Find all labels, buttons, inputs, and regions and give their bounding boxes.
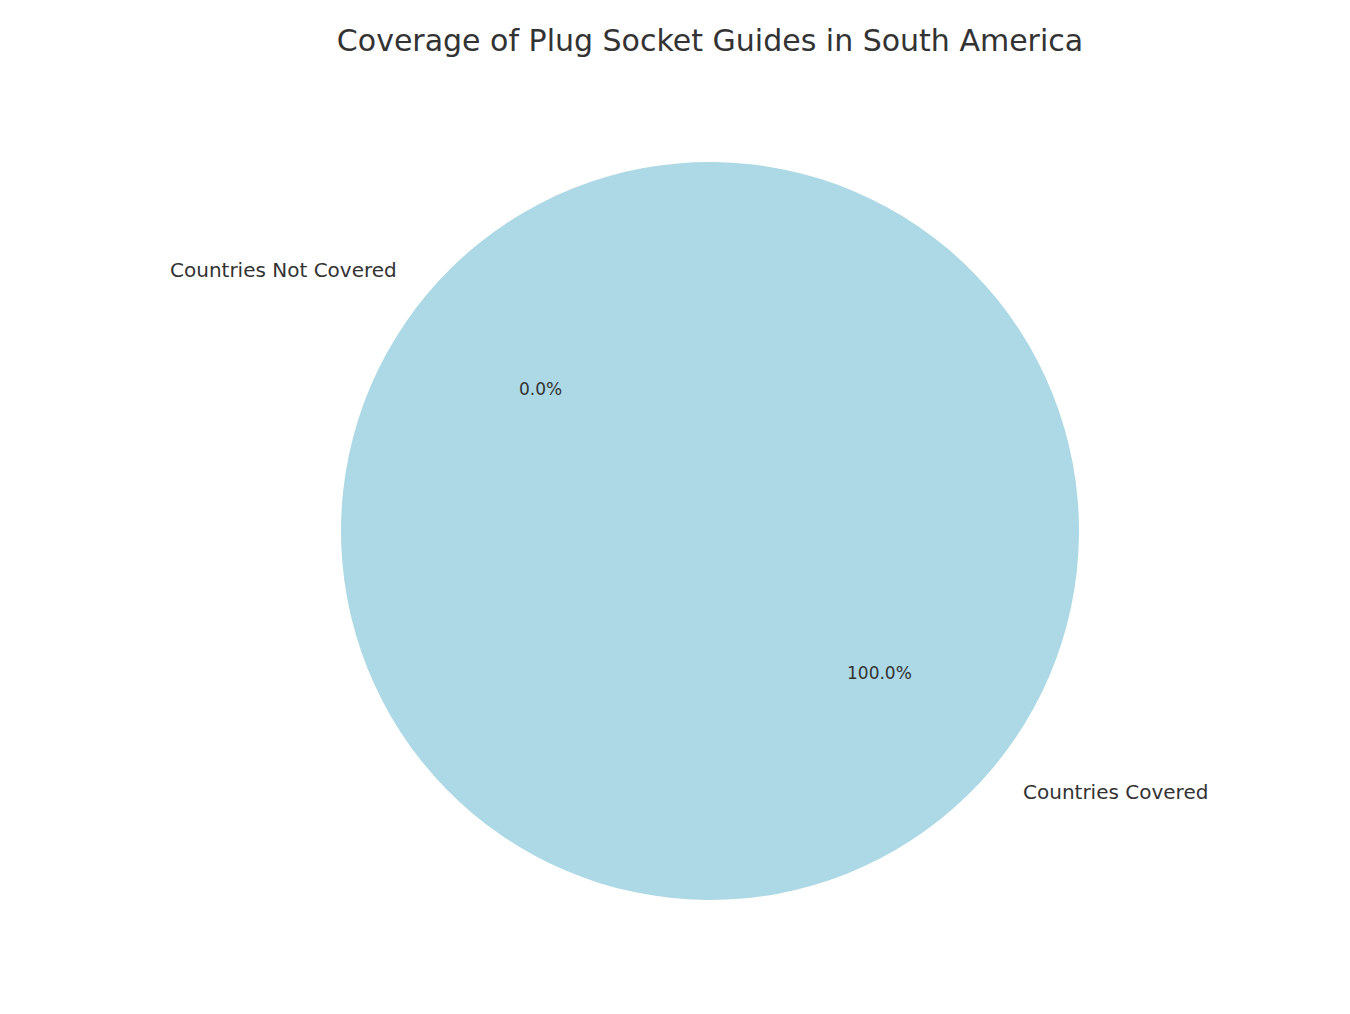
svg-text:Coverage of Plug Socket Guides: Coverage of Plug Socket Guides in South … — [337, 23, 1083, 58]
svg-text:0.0%: 0.0% — [519, 379, 562, 399]
svg-text:Countries Covered: Countries Covered — [1023, 780, 1208, 804]
svg-text:100.0%: 100.0% — [847, 663, 912, 683]
svg-text:Countries Not Covered: Countries Not Covered — [170, 258, 397, 282]
